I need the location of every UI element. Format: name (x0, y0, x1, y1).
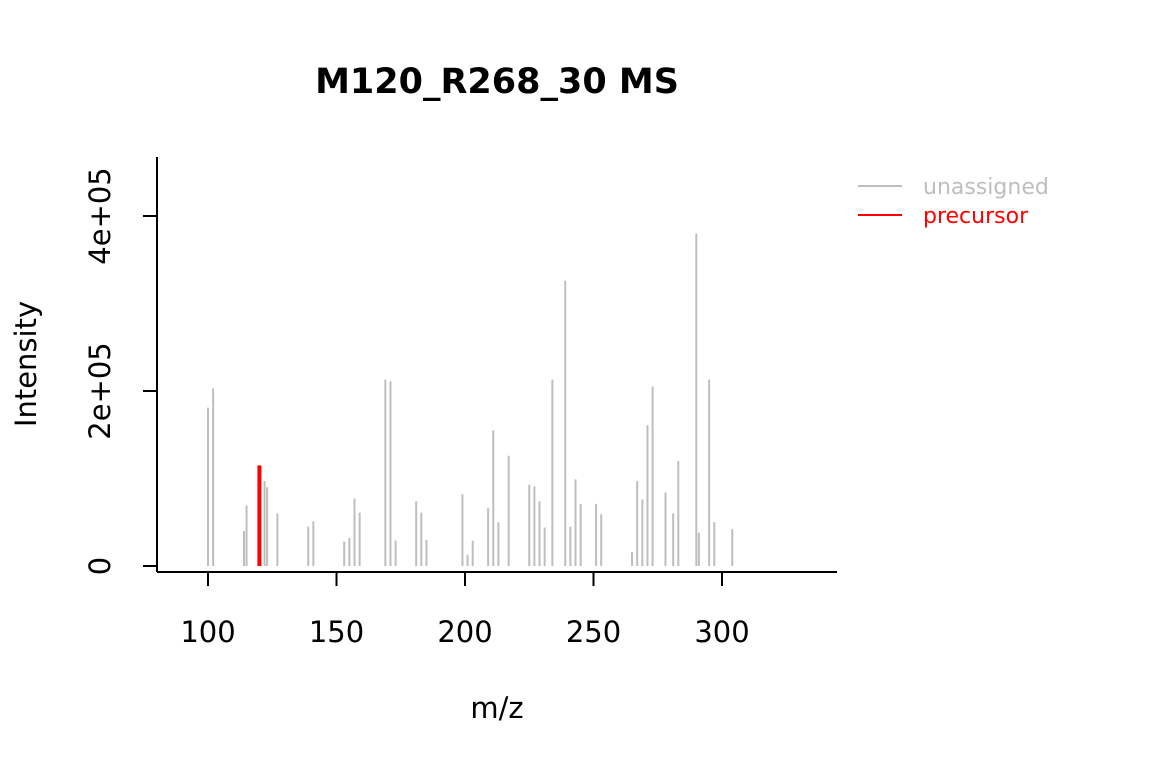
y-tick-label-0: 0 (83, 557, 117, 575)
x-tick-label-3: 250 (566, 615, 621, 649)
plot-area: 100 150 200 250 300 0 2e+05 4e+05 (83, 157, 837, 649)
legend-label-unassigned: unassigned (923, 175, 1049, 200)
x-tick-label-4: 300 (694, 615, 749, 649)
peaks-group (207, 233, 734, 566)
y-ticks-group: 0 2e+05 4e+05 (83, 167, 157, 575)
legend: unassigned precursor (858, 175, 1049, 229)
legend-label-precursor: precursor (923, 204, 1029, 229)
x-tick-label-2: 200 (437, 615, 492, 649)
y-tick-label-2: 4e+05 (83, 167, 117, 265)
x-tick-label-0: 100 (180, 615, 235, 649)
x-ticks-group: 100 150 200 250 300 (180, 572, 750, 649)
y-axis-label: Intensity (9, 301, 43, 427)
x-axis-label: m/z (470, 691, 523, 725)
x-tick-label-1: 150 (309, 615, 364, 649)
chart-title: M120_R268_30 MS (315, 62, 679, 102)
y-tick-label-1: 2e+05 (83, 342, 117, 440)
